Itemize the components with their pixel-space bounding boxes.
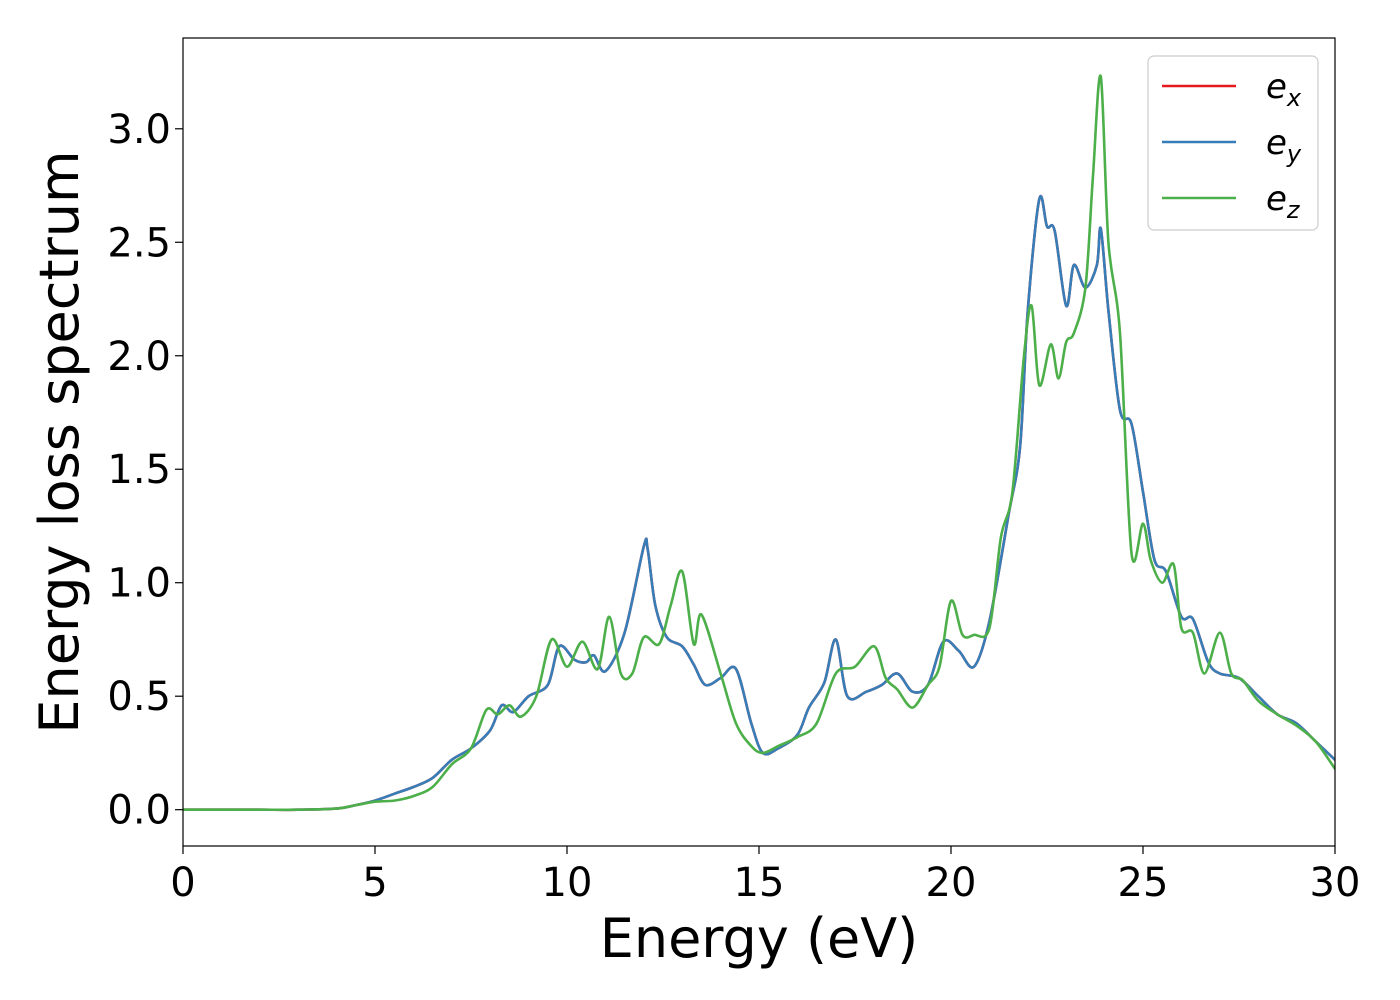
y-tick-label: 0.0 — [107, 788, 171, 834]
y-tick-label: 1.0 — [107, 561, 171, 607]
y-tick-label: 2.5 — [107, 220, 171, 266]
y-axis: 0.0 0.5 1.0 1.5 2.0 2.5 3.0 — [107, 107, 183, 834]
x-tick-label: 20 — [926, 860, 977, 906]
x-tick-label: 25 — [1118, 860, 1169, 906]
y-axis-label: Energy loss spectrum — [28, 150, 91, 733]
legend-label-base: e — [1266, 123, 1287, 163]
legend-label-e-z: ez — [1266, 179, 1301, 224]
x-tick-label: 0 — [170, 860, 195, 906]
y-tick-label: 1.5 — [107, 447, 171, 493]
legend-label-base: e — [1266, 67, 1287, 107]
x-axis-label: Energy (eV) — [600, 907, 919, 970]
x-tick-label: 5 — [362, 860, 387, 906]
series-layer — [183, 74, 1335, 812]
x-tick-label: 15 — [734, 860, 785, 906]
legend-label-sub: z — [1286, 196, 1301, 224]
y-tick-label: 2.0 — [107, 334, 171, 380]
legend-label-sub: y — [1286, 140, 1302, 168]
legend-label-base: e — [1266, 179, 1287, 219]
series-line-e-y — [183, 194, 1335, 812]
x-tick-label: 30 — [1310, 860, 1361, 906]
legend-label-e-x: ex — [1266, 67, 1302, 112]
series-line-e-z — [183, 74, 1335, 812]
legend-label-e-y: ey — [1266, 123, 1302, 168]
y-tick-label: 0.5 — [107, 674, 171, 720]
series-line-e-x — [183, 194, 1335, 812]
x-axis: 0 5 10 15 20 25 30 — [170, 846, 1360, 906]
y-tick-label: 3.0 — [107, 107, 171, 153]
x-tick-label: 10 — [542, 860, 593, 906]
legend-label-sub: x — [1286, 84, 1302, 112]
